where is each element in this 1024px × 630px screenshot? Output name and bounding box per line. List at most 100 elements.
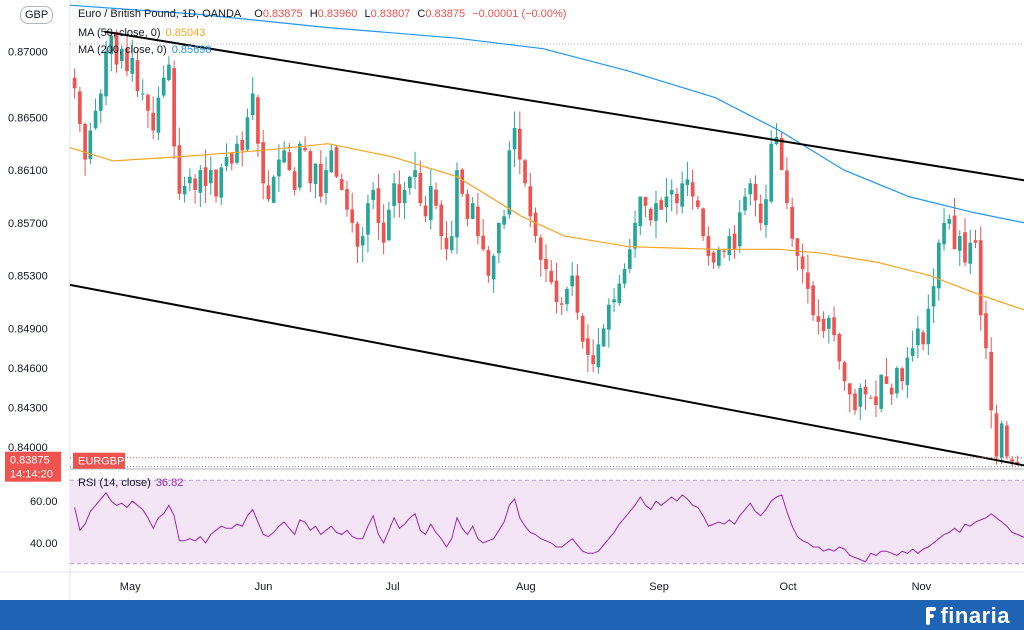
candle-body [607,304,611,330]
symbol-title: Euro / British Pound, 1D, OANDA [78,8,242,20]
candle-body [528,186,533,217]
price-tick-label: 0.85300 [8,271,48,283]
candle-body [874,396,878,405]
candle-body [748,183,753,195]
candle-body [664,196,669,208]
candle-body [208,170,213,184]
ticker-badge [73,452,125,469]
candle-body [119,48,124,61]
ma200-legend[interactable]: MA (200, close, 0) 0.85698 [78,44,211,56]
candle-body [690,182,695,197]
candle-body [847,383,852,395]
candle-body [544,258,548,270]
candle-body [156,97,161,133]
candle-body [1010,459,1014,462]
candle-body [350,209,355,223]
candle-body [549,270,554,283]
rsi-label: RSI (14, close) [78,477,151,489]
candle-body [303,147,307,151]
candle-body [989,351,994,411]
candle-body [533,212,538,237]
candle-body [135,60,140,91]
candle-body [706,236,711,256]
candle-body [266,185,271,200]
candle-body [764,199,768,226]
candle-body [88,130,93,159]
candle-body [900,368,904,382]
currency-badge[interactable]: GBP [20,6,54,24]
candle-body [685,179,690,185]
candle-body [517,128,522,160]
candle-body [727,236,732,256]
candle-body [397,184,402,204]
candle-body [444,237,449,250]
time-tick-label: Jul [385,581,399,593]
rsi-band [70,480,1024,564]
ohlc-close: 0.83875 [425,8,466,20]
candle-body [439,204,444,237]
candle-body [324,170,328,194]
candle-body [256,97,260,144]
ohlc-change: −0.00001 (−0.00%) [472,8,567,20]
candles [72,29,1020,467]
candle-body [203,167,208,186]
candle-body [680,183,685,207]
candle-body [497,222,501,254]
candle-body [669,189,674,195]
candle-body [617,283,622,303]
candle-body [240,139,245,151]
candle-body [737,212,742,247]
candle-body [612,299,616,303]
candle-body [146,94,150,111]
candle-body [334,147,339,177]
ohlc-high: 0.83960 [317,8,358,20]
candle-body [523,160,527,184]
candle-body [957,236,962,251]
candle-body [586,338,590,355]
candle-body [167,64,171,80]
candle-body [381,222,386,243]
price-chart[interactable]: 0.87000 0.86500 0.86100 0.85700 0.85300 0.849… [0,0,1024,600]
candle-body [250,93,255,116]
candle-body [1015,461,1020,464]
candle-body [125,48,129,72]
finaria-icon [924,605,937,625]
rsi-legend[interactable]: RSI (14, close) 36.82 [78,477,183,489]
candle-body [392,183,396,206]
candle-body [371,189,375,201]
candle-body [717,249,721,266]
candle-body [732,233,737,250]
candle-body [507,150,512,215]
candle-body [1005,425,1009,457]
price-tick-label: 0.85700 [8,218,48,230]
rsi-line [74,491,1024,563]
candle-body [554,280,559,303]
candle-body [151,112,156,131]
candle-body [570,275,575,287]
candle-body [973,240,978,243]
brand-name: finaria [940,603,1010,628]
candle-body [512,127,517,150]
candle-body [298,143,302,188]
price-badge-time: 14:14:20 [10,469,53,481]
price-tick-label: 0.84600 [8,363,48,375]
candle-body [470,203,475,219]
candle-body [502,216,506,225]
ma200-line [69,4,1024,224]
candle-body [271,176,276,203]
candle-body [643,196,648,206]
candle-body [580,315,585,342]
candle-body [182,185,187,195]
candle-body [879,374,884,409]
time-tick-label: May [120,581,141,593]
candle-body [387,209,391,241]
candle-body [78,91,82,124]
candle-body [994,413,999,457]
candle-body [952,215,957,250]
candle-body [926,308,931,345]
ma50-legend[interactable]: MA (50, close, 0) 0.85043 [78,27,205,39]
ma50-label: MA (50, close, 0) [78,27,161,39]
candle-body [638,196,643,227]
candle-body [308,151,313,184]
ma50-line [69,143,1024,311]
